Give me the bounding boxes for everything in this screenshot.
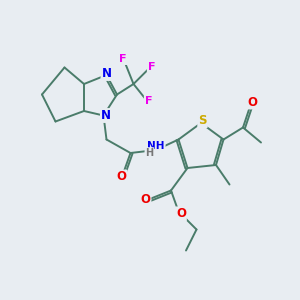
Text: N: N — [101, 109, 111, 122]
Text: F: F — [145, 95, 152, 106]
Text: S: S — [198, 114, 207, 127]
Text: O: O — [176, 207, 186, 220]
Text: O: O — [140, 193, 151, 206]
Text: NH: NH — [147, 141, 165, 152]
Text: H: H — [145, 148, 154, 158]
Text: F: F — [148, 61, 155, 72]
Text: O: O — [116, 170, 127, 184]
Text: N: N — [101, 67, 112, 80]
Text: O: O — [247, 95, 257, 109]
Text: F: F — [119, 54, 127, 64]
